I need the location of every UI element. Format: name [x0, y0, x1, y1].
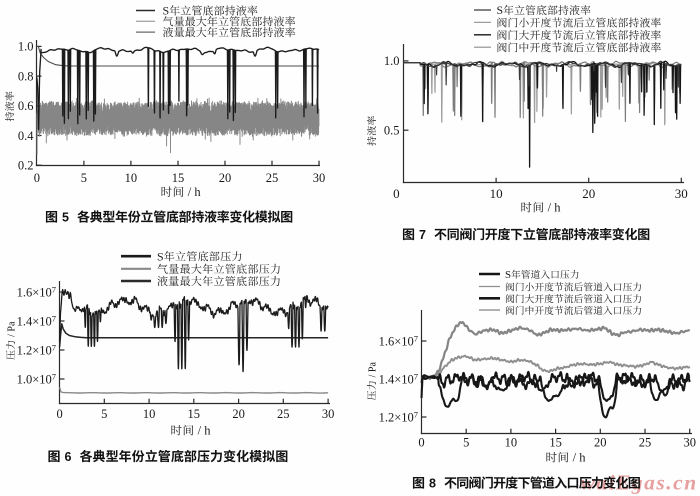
svg-text:S: S — [505, 269, 511, 281]
svg-text:30: 30 — [313, 171, 326, 185]
svg-text:0.5: 0.5 — [384, 124, 400, 138]
svg-text:5: 5 — [463, 436, 469, 450]
svg-text:30: 30 — [322, 407, 335, 421]
svg-text:7: 7 — [416, 228, 426, 242]
svg-text:10: 10 — [490, 186, 503, 201]
svg-text:15: 15 — [172, 171, 185, 185]
svg-text:0.8: 0.8 — [18, 69, 34, 83]
svg-text:30: 30 — [683, 436, 696, 450]
svg-text:6: 6 — [61, 450, 71, 464]
svg-text:0: 0 — [56, 407, 62, 421]
svg-text:20: 20 — [582, 186, 595, 201]
svg-text:/ Pa: / Pa — [367, 362, 378, 380]
svg-text:5: 5 — [59, 211, 69, 225]
svg-text:S: S — [163, 4, 170, 18]
svg-text:25: 25 — [639, 436, 652, 450]
svg-text:S: S — [497, 3, 504, 17]
svg-text:5: 5 — [101, 407, 107, 421]
svg-text:10: 10 — [125, 171, 138, 185]
svg-text:S: S — [157, 249, 164, 263]
svg-text:1.0: 1.0 — [384, 54, 400, 68]
svg-text:1.0×107: 1.0×107 — [17, 371, 56, 386]
svg-text:10: 10 — [143, 407, 156, 421]
svg-text:0.4: 0.4 — [18, 129, 34, 143]
svg-text:/ h: / h — [570, 451, 587, 465]
svg-text:1.4×107: 1.4×107 — [17, 313, 56, 328]
svg-text:15: 15 — [549, 436, 562, 450]
svg-text:20: 20 — [594, 436, 607, 450]
svg-text:/ h: / h — [195, 424, 212, 438]
svg-text:5: 5 — [81, 171, 87, 185]
svg-text:10: 10 — [505, 436, 518, 450]
svg-text:0: 0 — [34, 171, 40, 185]
svg-text:0: 0 — [393, 186, 400, 201]
svg-text:1.6×107: 1.6×107 — [379, 333, 418, 348]
svg-text:8: 8 — [426, 477, 436, 491]
svg-text:25: 25 — [266, 171, 279, 185]
svg-text:0: 0 — [418, 436, 424, 450]
svg-text:/ h: / h — [185, 185, 202, 199]
svg-text:1.2×107: 1.2×107 — [17, 342, 56, 357]
svg-text:1.6×107: 1.6×107 — [17, 284, 56, 299]
svg-text:30: 30 — [675, 186, 688, 201]
svg-text:0.6: 0.6 — [18, 99, 34, 113]
svg-text:20: 20 — [232, 407, 245, 421]
svg-text:20: 20 — [219, 171, 232, 185]
svg-text:0.2: 0.2 — [18, 159, 34, 173]
svg-text:25: 25 — [277, 407, 290, 421]
svg-text:1.4×107: 1.4×107 — [379, 371, 418, 386]
svg-text:/ h: / h — [545, 201, 562, 215]
svg-text:/ Pa: / Pa — [6, 321, 17, 339]
svg-text:15: 15 — [188, 407, 201, 421]
svg-text:1.0: 1.0 — [18, 40, 34, 54]
svg-text:1.2×107: 1.2×107 — [379, 409, 418, 424]
